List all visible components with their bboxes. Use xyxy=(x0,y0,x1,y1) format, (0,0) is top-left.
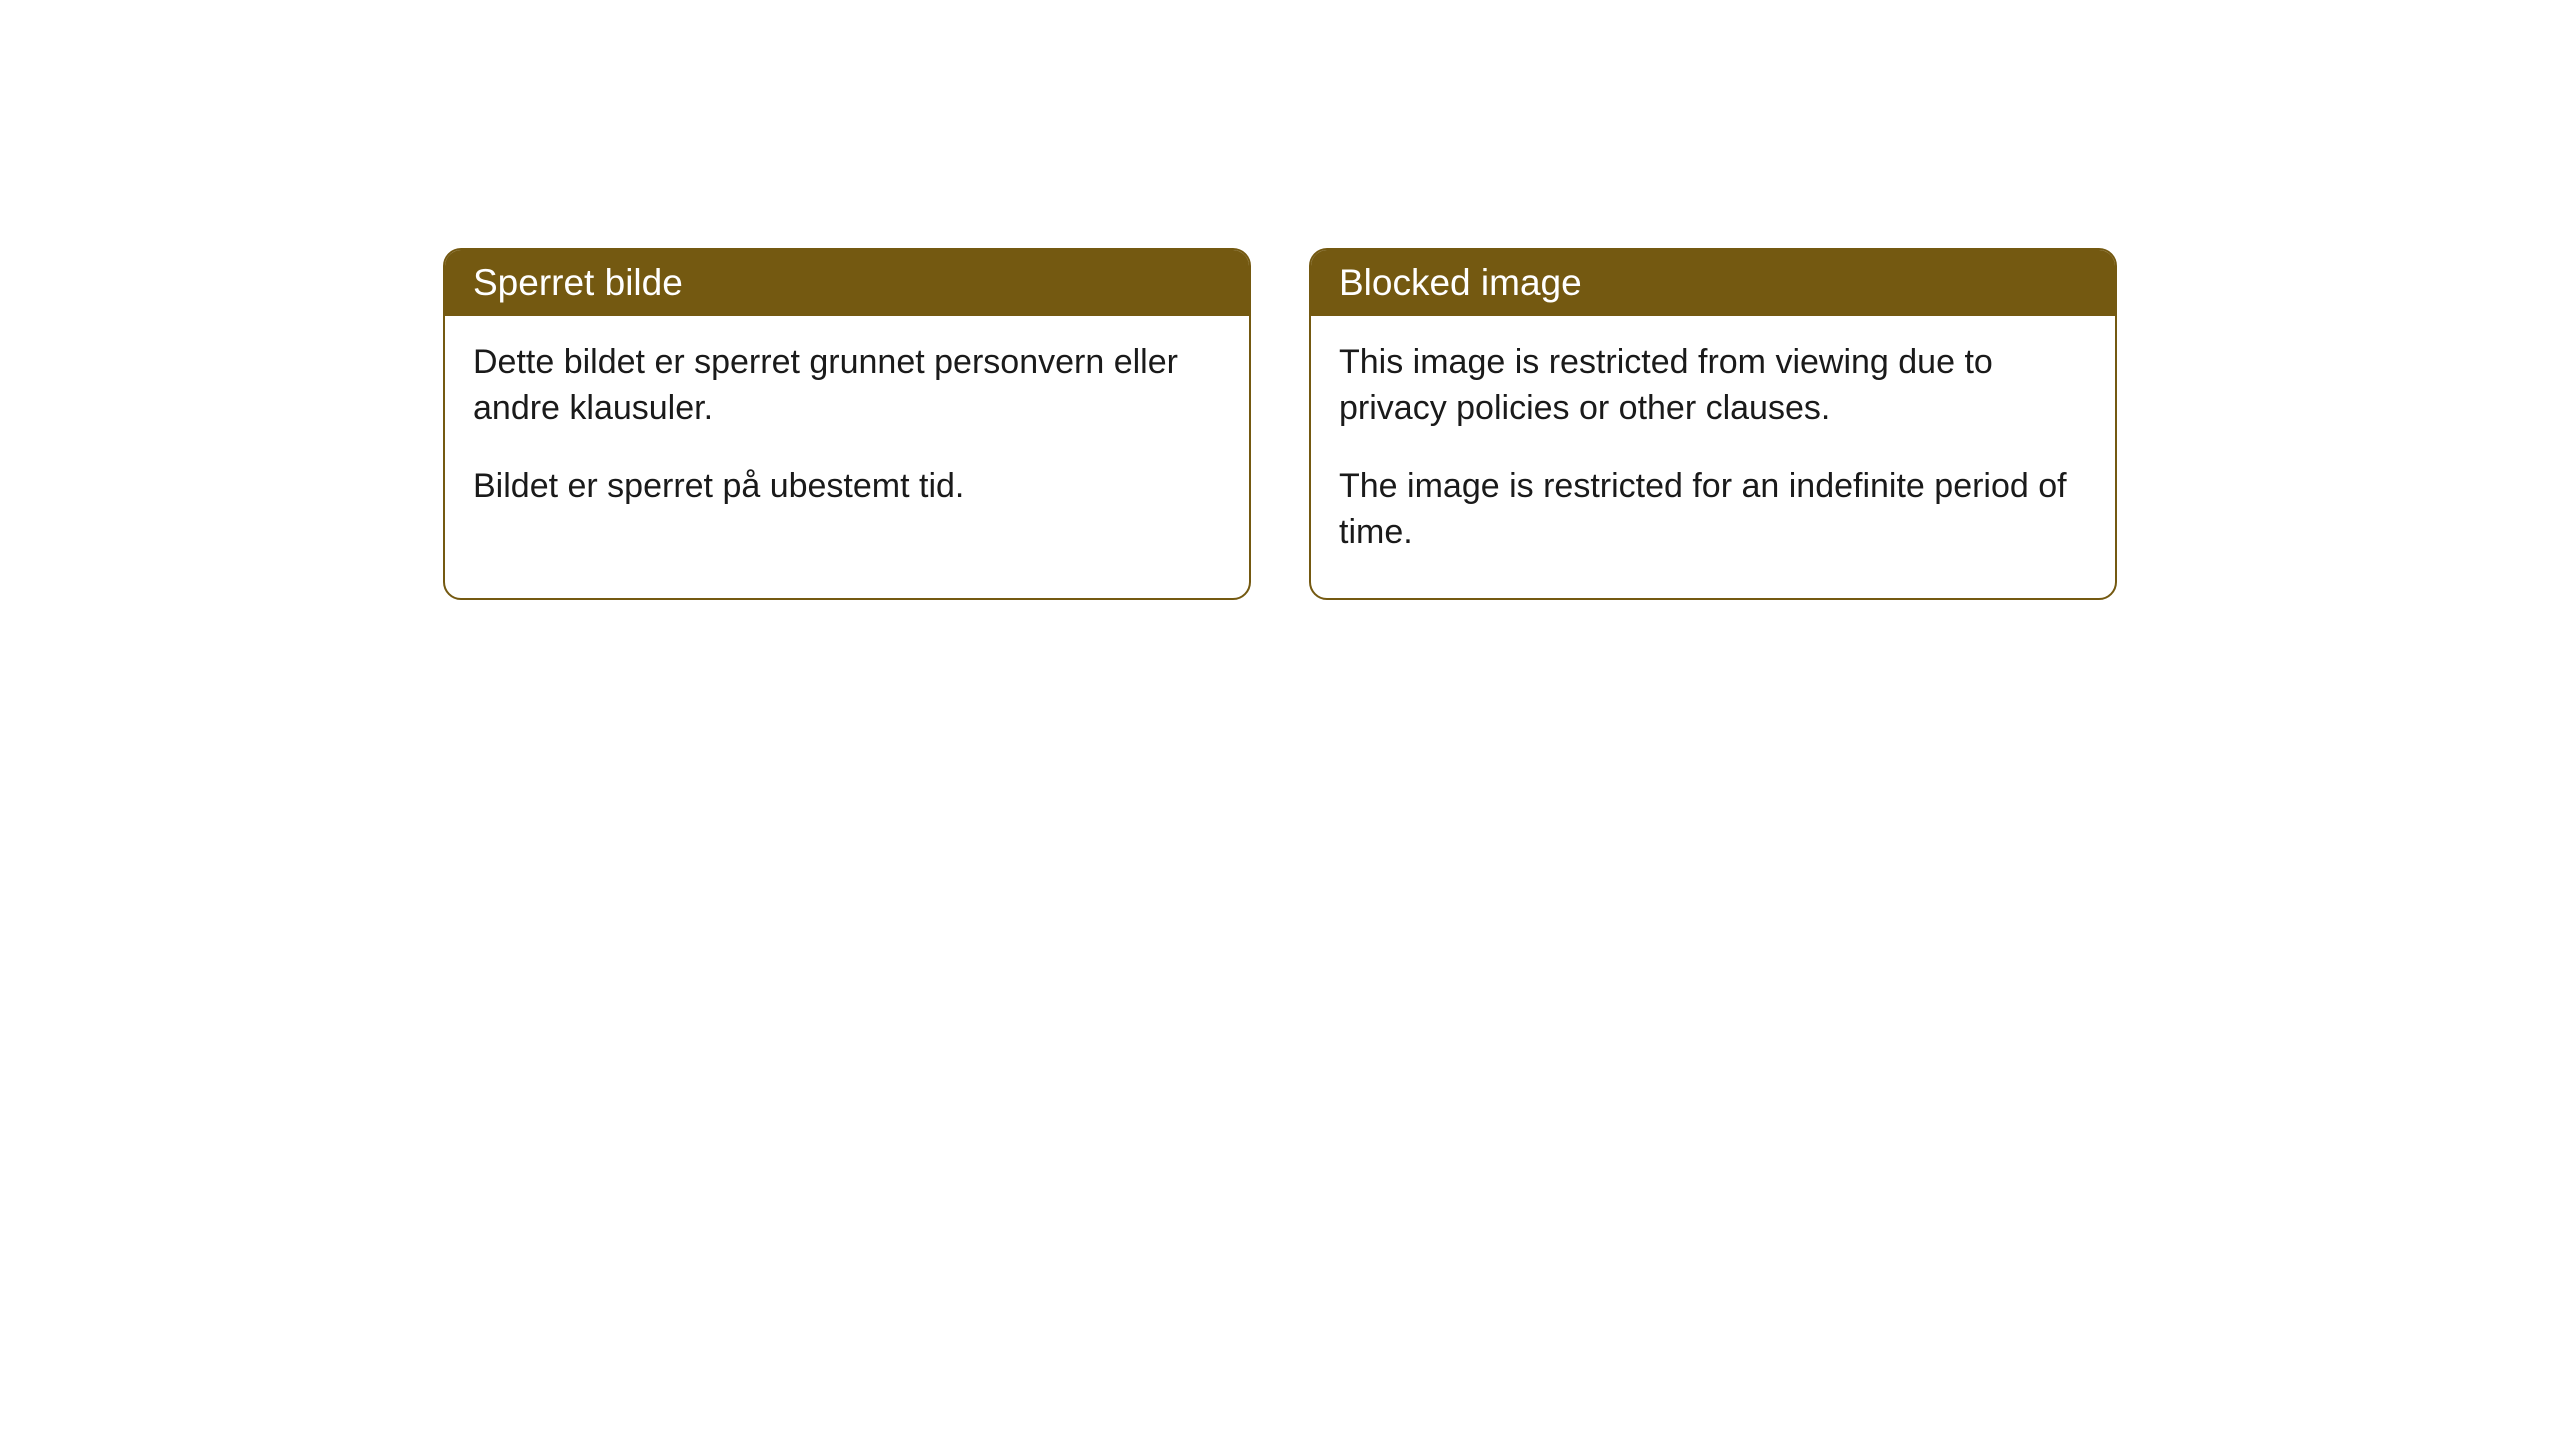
card-header-english: Blocked image xyxy=(1311,250,2115,316)
card-text-line2: The image is restricted for an indefinit… xyxy=(1339,464,2087,556)
card-text-line2: Bildet er sperret på ubestemt tid. xyxy=(473,464,1221,510)
card-body-norwegian: Dette bildet er sperret grunnet personve… xyxy=(445,316,1249,552)
card-english: Blocked image This image is restricted f… xyxy=(1309,248,2117,600)
card-body-english: This image is restricted from viewing du… xyxy=(1311,316,2115,598)
card-text-line1: This image is restricted from viewing du… xyxy=(1339,340,2087,432)
card-norwegian: Sperret bilde Dette bildet er sperret gr… xyxy=(443,248,1251,600)
cards-container: Sperret bilde Dette bildet er sperret gr… xyxy=(443,248,2117,600)
card-text-line1: Dette bildet er sperret grunnet personve… xyxy=(473,340,1221,432)
card-header-norwegian: Sperret bilde xyxy=(445,250,1249,316)
